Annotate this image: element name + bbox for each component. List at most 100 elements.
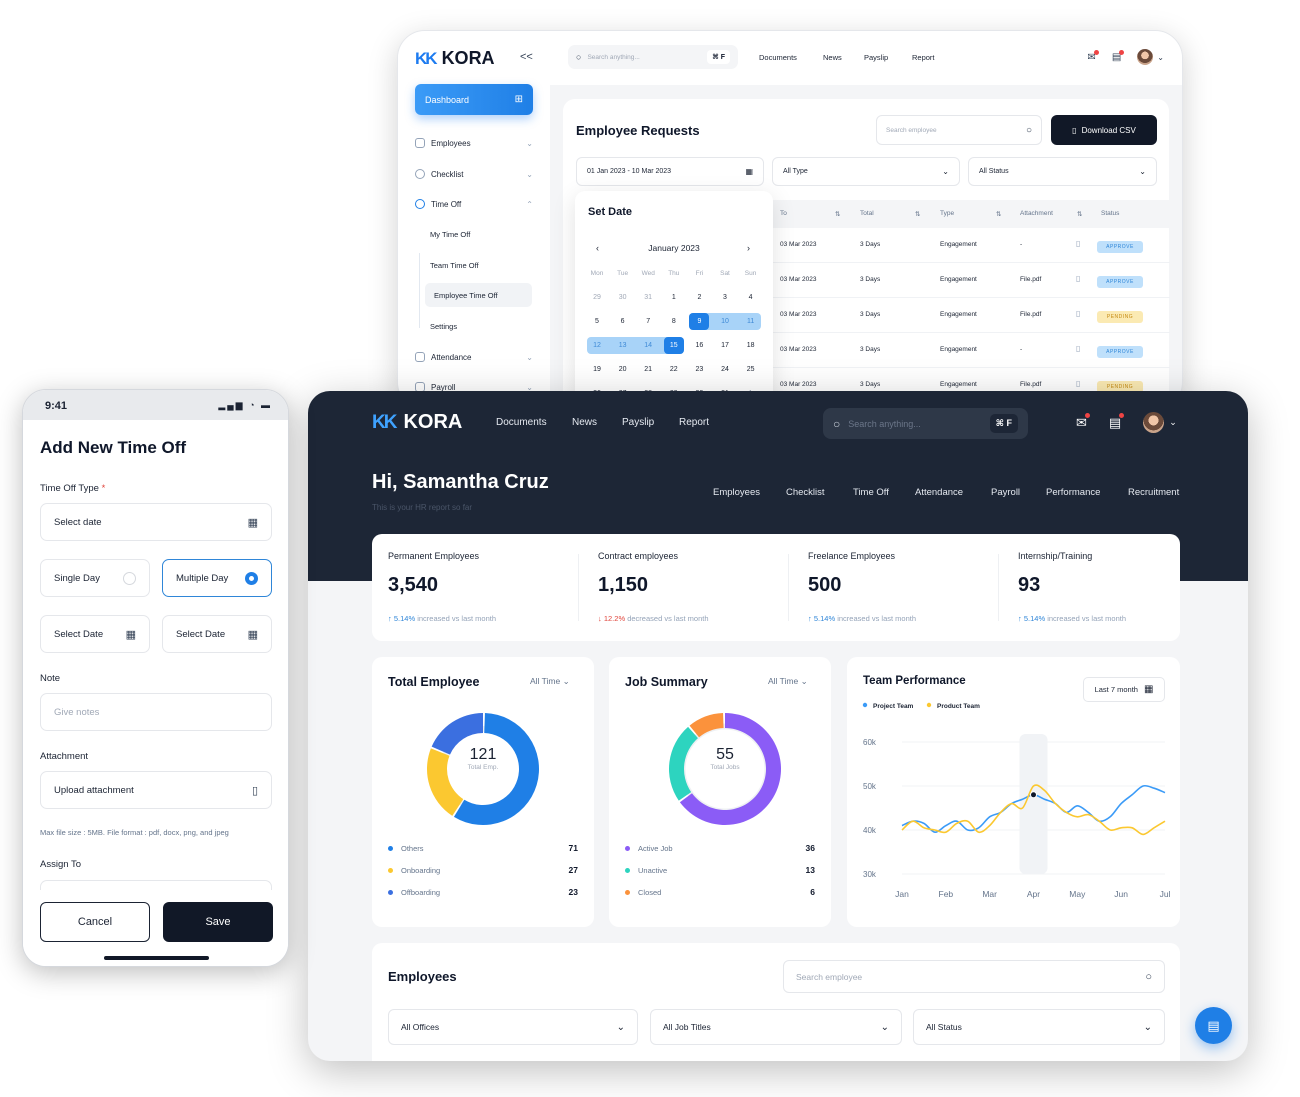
highlight-point[interactable] (1030, 791, 1037, 799)
calendar-day[interactable]: 30 (618, 294, 627, 301)
type-filter-select[interactable]: All Type ⌄ (772, 157, 960, 186)
nav-report[interactable]: Report (679, 417, 710, 428)
series-line-product-team[interactable] (901, 784, 1166, 836)
calendar-day[interactable]: 12 (593, 342, 601, 349)
calendar-day[interactable]: 25 (746, 366, 755, 373)
nav-news[interactable]: News (572, 417, 598, 428)
date-range-picker[interactable]: 01 Jan 2023 - 10 Mar 2023 ▦ (576, 157, 764, 186)
nav-documents[interactable]: Documents (496, 417, 547, 428)
nav-news[interactable]: News (823, 53, 842, 62)
calendar-day[interactable]: 23 (695, 366, 704, 373)
calendar-day[interactable]: 9 (689, 313, 710, 330)
search-bar[interactable]: ○ Search anything... ⌘ F (823, 408, 1028, 439)
table-row[interactable]: 03 Mar 2023 3 Days Engagement File.pdf ▯ APPR… (768, 263, 1170, 298)
mail-icon[interactable]: ✉ (1087, 49, 1100, 63)
calendar-day[interactable]: 3 (723, 294, 727, 301)
employee-search-input[interactable]: Search employee ○ (783, 960, 1165, 993)
calendar-day[interactable]: 7 (646, 318, 651, 325)
calendar-day[interactable]: 5 (595, 318, 599, 325)
sidebar-item-attendance[interactable]: Attendance ⌄ (415, 352, 533, 362)
calendar-day[interactable]: 1 (671, 294, 676, 301)
sidebar-item-dashboard[interactable]: Dashboard ⊞ (415, 84, 533, 115)
end-date-field[interactable]: Select Date ▦ (162, 615, 272, 653)
sort-icon[interactable]: ⇅ (1077, 211, 1083, 218)
status-filter-select[interactable]: All Status ⌄ (968, 157, 1157, 186)
download-csv-button[interactable]: ▯ Download CSV (1051, 115, 1157, 145)
table-row[interactable]: 03 Mar 2023 3 Days Engagement File.pdf ▯ PEND… (768, 298, 1170, 333)
nav-payslip[interactable]: Payslip (864, 53, 889, 62)
calendar-day[interactable]: 16 (695, 342, 704, 349)
tab-time-off[interactable]: Time Off (853, 487, 889, 498)
sidebar-subitem-settings[interactable]: Settings (430, 322, 458, 331)
table-row[interactable]: 03 Mar 2023 3 Days Engagement - ▯ APPROVE (768, 228, 1170, 263)
tab-recruitment[interactable]: Recruitment (1128, 487, 1180, 498)
next-month-icon[interactable]: › (747, 243, 750, 253)
sort-icon[interactable]: ⇅ (835, 211, 841, 218)
calendar-day[interactable]: 31 (644, 294, 653, 301)
tab-employees[interactable]: Employees (713, 487, 760, 498)
status-filter-select[interactable]: All Status ⌄ (913, 1009, 1165, 1045)
calendar-day[interactable]: 2 (697, 294, 702, 301)
mail-icon[interactable]: ✉ (1076, 412, 1090, 430)
donut-slice-onboarding[interactable] (427, 748, 464, 816)
chat-icon[interactable]: ▤ (1108, 412, 1125, 430)
avatar[interactable] (1137, 49, 1154, 65)
search-bar[interactable]: ○ Search anything... ⌘ F (568, 45, 738, 69)
sidebar-subitem-my-time-off[interactable]: My Time Off (430, 230, 471, 239)
donut-slice-closed[interactable] (689, 713, 724, 738)
start-date-field[interactable]: Select Date ▦ (40, 615, 150, 653)
tab-payroll[interactable]: Payroll (991, 487, 1021, 498)
calendar-day[interactable]: 11 (746, 318, 755, 325)
upload-attachment-field[interactable]: Upload attachment ▯ (40, 771, 272, 809)
chat-fab-button[interactable]: ▤ (1195, 1007, 1232, 1044)
chat-icon[interactable]: ▤ (1111, 49, 1125, 63)
column-header-type[interactable]: Type (940, 210, 955, 217)
donut-slice-unactive[interactable] (669, 726, 698, 801)
sidebar-subitem-team-time-off[interactable]: Team Time Off (430, 261, 479, 270)
nav-payslip[interactable]: Payslip (622, 417, 655, 428)
sort-icon[interactable]: ⇅ (996, 211, 1002, 218)
calendar-day[interactable]: 22 (669, 366, 678, 373)
period-filter-button[interactable]: Last 7 month ▦ (1083, 677, 1165, 702)
time-filter-dropdown[interactable]: All Time ⌄ (530, 676, 570, 687)
calendar-day[interactable]: 8 (671, 318, 676, 325)
donut-slice-offboarding[interactable] (431, 713, 483, 755)
column-header-total[interactable]: Total (860, 210, 874, 217)
calendar-day[interactable]: 17 (721, 342, 729, 349)
column-header-status[interactable]: Status (1101, 210, 1120, 217)
calendar-day[interactable]: 15 (663, 337, 684, 354)
calendar-day[interactable]: 14 (644, 342, 653, 349)
employee-search-input[interactable]: Search employee ○ (876, 115, 1042, 145)
sidebar-subitem-employee-time-off[interactable]: Employee Time Off (425, 283, 532, 307)
donut-slice-others[interactable] (453, 713, 539, 825)
multiple-day-option[interactable]: Multiple Day (162, 559, 272, 597)
time-filter-dropdown[interactable]: All Time ⌄ (768, 676, 808, 687)
sidebar-item-employees[interactable]: Employees ⌄ (415, 138, 533, 148)
tab-attendance[interactable]: Attendance (915, 487, 964, 498)
chevron-down-icon[interactable]: ⌄ (1157, 52, 1164, 62)
table-row[interactable]: 03 Mar 2023 3 Days Engagement - ▯ APPROVE (768, 333, 1170, 368)
calendar-day[interactable]: 29 (593, 294, 601, 301)
single-day-option[interactable]: Single Day (40, 559, 150, 597)
column-header-attachment[interactable]: Attachment (1020, 210, 1053, 217)
calendar-day[interactable]: 6 (620, 318, 625, 325)
sidebar-item-time-off[interactable]: Time Off ⌃ (415, 199, 533, 209)
tab-performance[interactable]: Performance (1046, 487, 1101, 498)
sort-icon[interactable]: ⇅ (915, 211, 921, 218)
calendar-day[interactable]: 21 (644, 366, 653, 373)
save-button[interactable]: Save (163, 902, 273, 942)
note-input[interactable]: Give notes (40, 693, 272, 731)
user-menu[interactable]: ⌄ (1143, 412, 1177, 433)
office-filter-select[interactable]: All Offices ⌄ (388, 1009, 638, 1045)
cancel-button[interactable]: Cancel (40, 902, 150, 942)
calendar-day[interactable]: 20 (618, 366, 627, 373)
donut-slice-active-job[interactable] (679, 713, 781, 825)
column-header-to[interactable]: To (780, 210, 787, 217)
collapse-sidebar-icon[interactable]: << (520, 51, 533, 63)
calendar-day[interactable]: 4 (748, 294, 753, 301)
time-off-type-field[interactable]: Select date ▦ (40, 503, 272, 541)
tab-checklist[interactable]: Checklist (786, 487, 825, 498)
calendar-day[interactable]: 13 (618, 342, 627, 349)
calendar-day[interactable]: 24 (721, 366, 729, 373)
sidebar-item-checklist[interactable]: Checklist ⌄ (415, 169, 533, 179)
